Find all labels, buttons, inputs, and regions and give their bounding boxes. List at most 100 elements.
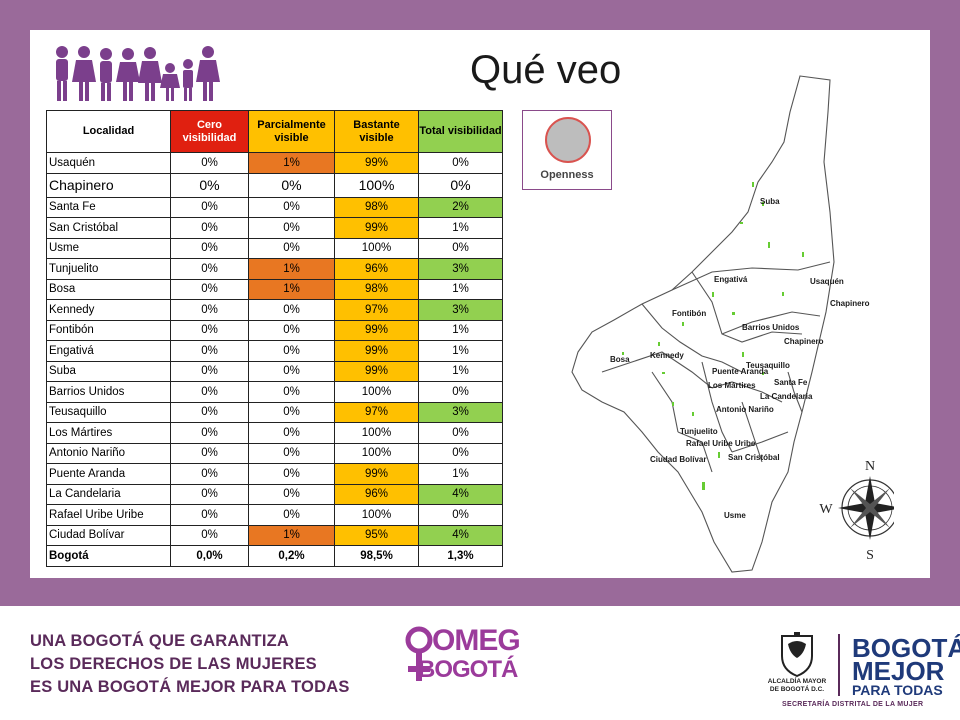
cell-value: 98% — [334, 278, 419, 300]
cell-value: 100% — [334, 237, 419, 259]
bogota-mejor-logo: BOGOTÁ MEJOR PARA TODAS — [852, 635, 960, 698]
map-label-cristobal: San Cristóbal — [728, 453, 780, 462]
cell-total-value: 0,2% — [248, 545, 335, 567]
cell-value: 97% — [334, 401, 419, 423]
map-label-barrios: Barrios Unidos — [742, 323, 800, 332]
map-label-chapinero-1: Chapinero — [830, 299, 870, 308]
cell-value: 0% — [170, 258, 249, 280]
cell-localidad: Tunjuelito — [46, 258, 171, 280]
cell-value: 0% — [170, 483, 249, 505]
table-row: Bosa 0% 1% 98% 1% — [46, 278, 503, 300]
cell-value: 1% — [418, 278, 503, 300]
cell-value: 3% — [418, 258, 503, 280]
omeg-bogota-text: BOGOTÁ — [418, 656, 518, 683]
table-row: La Candelaria 0% 0% 96% 4% — [46, 483, 503, 505]
cell-value: 0% — [418, 172, 503, 198]
table-row: Tunjuelito 0% 1% 96% 3% — [46, 258, 503, 280]
cell-value: 100% — [334, 442, 419, 464]
openness-circle-icon — [545, 117, 591, 163]
cell-value: 100% — [334, 381, 419, 403]
cell-localidad: Engativá — [46, 340, 171, 362]
cell-value: 97% — [334, 299, 419, 321]
cell-localidad: Santa Fe — [46, 196, 171, 218]
map-label-usaquen: Usaquén — [810, 277, 844, 286]
compass-n: N — [865, 459, 875, 474]
cell-total-value: 1,3% — [418, 545, 503, 567]
footer-line-1: UNA BOGOTÁ QUE GARANTIZA — [30, 632, 290, 650]
cell-localidad: Rafael Uribe Uribe — [46, 504, 171, 526]
cell-value: 0% — [248, 442, 335, 464]
cell-localidad: San Cristóbal — [46, 217, 171, 239]
slide-title: Qué veo — [470, 48, 622, 92]
table-row: Puente Aranda 0% 0% 99% 1% — [46, 463, 503, 485]
cell-value: 0% — [170, 401, 249, 423]
table-row: Suba 0% 0% 99% 1% — [46, 360, 503, 382]
table-row: Usme 0% 0% 100% 0% — [46, 237, 503, 259]
footer-line-3: ES UNA BOGOTÁ MEJOR PARA TODAS — [30, 678, 350, 696]
cell-value: 1% — [248, 258, 335, 280]
map-label-suba: Suba — [760, 197, 780, 206]
secretaria-caption: SECRETARÍA DISTRITAL DE LA MUJER — [782, 701, 924, 708]
cell-value: 99% — [334, 340, 419, 362]
cell-value: 0% — [170, 360, 249, 382]
cell-value: 0% — [170, 381, 249, 403]
cell-value: 0% — [170, 237, 249, 259]
table-row: Rafael Uribe Uribe 0% 0% 100% 0% — [46, 504, 503, 526]
cell-localidad: Teusaquillo — [46, 401, 171, 423]
map-label-usme: Usme — [724, 511, 746, 520]
cell-value: 3% — [418, 401, 503, 423]
map-outline — [571, 75, 835, 573]
cell-value: 0% — [248, 381, 335, 403]
table-row: Ciudad Bolívar 0% 1% 95% 4% — [46, 524, 503, 546]
cell-value: 0% — [418, 381, 503, 403]
coat-of-arms-icon — [781, 632, 813, 678]
cell-value: 0% — [248, 401, 335, 423]
cell-value: 1% — [248, 278, 335, 300]
cell-value: 2% — [418, 196, 503, 218]
cell-value: 0% — [170, 422, 249, 444]
cell-value: 95% — [334, 524, 419, 546]
cell-value: 3% — [418, 299, 503, 321]
cell-localidad: Usaquén — [46, 152, 171, 174]
cell-value: 0% — [170, 463, 249, 485]
footer-line-2: LOS DERECHOS DE LAS MUJERES — [30, 655, 317, 673]
cell-localidad: La Candelaria — [46, 483, 171, 505]
cell-total-value: 98,5% — [334, 545, 419, 567]
cell-value: 0% — [248, 504, 335, 526]
table-row: Barrios Unidos 0% 0% 100% 0% — [46, 381, 503, 403]
map-label-chapinero-2: Chapinero — [784, 337, 824, 346]
header-localidad: Localidad — [46, 110, 171, 153]
map-label-bosa: Bosa — [610, 355, 630, 364]
cell-localidad: Ciudad Bolívar — [46, 524, 171, 546]
map-label-santa-fe: Santa Fe — [774, 378, 808, 387]
cell-value: 100% — [334, 172, 419, 198]
cell-value: 0% — [248, 483, 335, 505]
cell-localidad: Los Mártires — [46, 422, 171, 444]
cell-localidad: Antonio Nariño — [46, 442, 171, 464]
cell-value: 0% — [170, 217, 249, 239]
table-total-row: Bogotá 0,0% 0,2% 98,5% 1,3% — [46, 545, 503, 567]
map-label-tunjuelito: Tunjuelito — [680, 427, 718, 436]
cell-localidad: Bosa — [46, 278, 171, 300]
compass-rose-icon — [838, 476, 894, 540]
female-symbol-icon — [405, 626, 433, 681]
cell-value: 100% — [334, 504, 419, 526]
bogota-map: Suba Engativá Usaquén Fontibón Barrios U… — [571, 75, 894, 573]
omeg-text: OMEG — [432, 624, 521, 657]
cell-value: 0% — [170, 340, 249, 362]
table-row: San Cristóbal 0% 0% 99% 1% — [46, 217, 503, 239]
compass-w: W — [819, 502, 833, 517]
cell-value: 0% — [248, 196, 335, 218]
map-label-narino: Antonio Nariño — [716, 405, 774, 414]
cell-localidad: Usme — [46, 237, 171, 259]
map-label-candelaria: La Candelaria — [760, 392, 813, 401]
header-parcialmente-visible: Parcialmente visible — [248, 110, 335, 153]
openness-label: Openness — [540, 169, 594, 181]
cell-value: 0% — [248, 340, 335, 362]
cell-value: 0% — [170, 196, 249, 218]
map-label-rafael: Rafael Uribe Uribe — [686, 439, 756, 448]
cell-value: 0% — [248, 360, 335, 382]
footer-slogan: UNA BOGOTÁ QUE GARANTIZA LOS DERECHOS DE… — [30, 630, 350, 699]
header-bastante-visible: Bastante visible — [334, 110, 419, 153]
table-row: Teusaquillo 0% 0% 97% 3% — [46, 401, 503, 423]
